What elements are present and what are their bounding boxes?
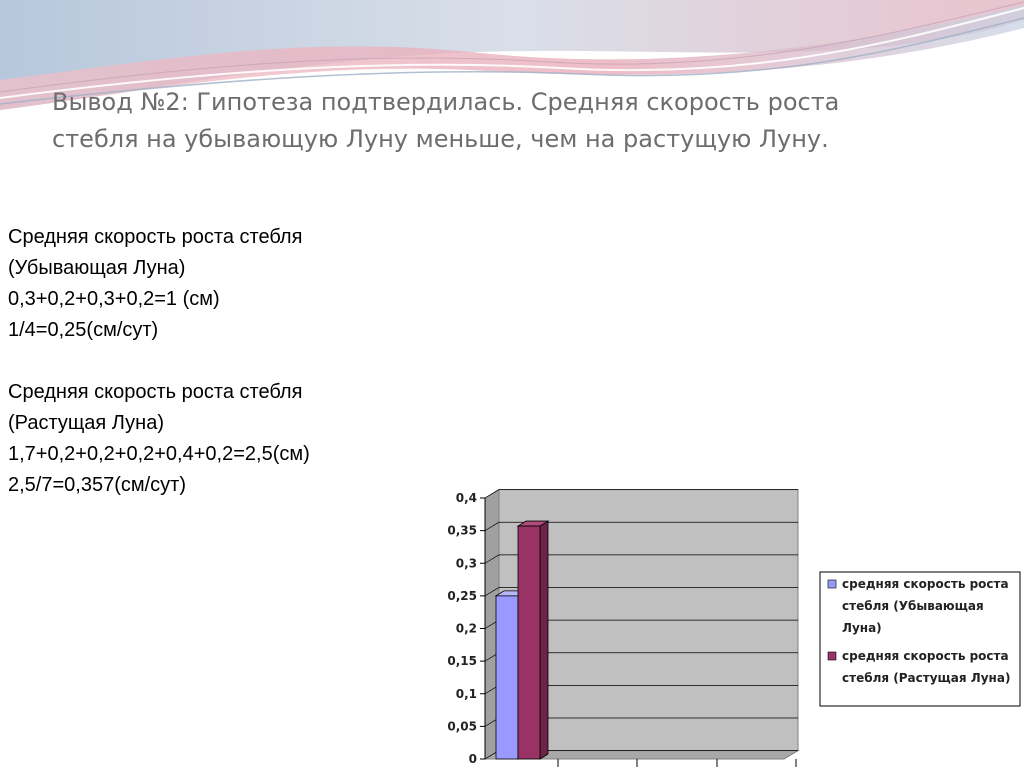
- calc-waning-sum: 0,3+0,2+0,3+0,2=1 (см): [8, 288, 220, 310]
- y-tick-label: 0,4: [456, 491, 477, 505]
- calc-waxing-subheading: (Растущая Луна): [8, 412, 164, 434]
- slide-title-line-1: Вывод №2: Гипотеза подтвердилась. Средня…: [52, 88, 840, 116]
- calc-waning-rate: 1/4=0,25(см/сут): [8, 319, 159, 341]
- legend-swatch: [827, 579, 837, 589]
- legend-label: средняя скорость роста: [842, 649, 1009, 663]
- gridline-side: [484, 587, 500, 597]
- gridline-side: [484, 489, 500, 499]
- y-tick-label: 0,25: [447, 589, 477, 603]
- y-tick-label: 0,1: [456, 687, 477, 701]
- calc-waxing-sum: 1,7+0,2+0,2+0,2+0,4+0,2=2,5(см): [8, 443, 310, 465]
- slide-title-line-2: стебля на убывающую Луну меньше, чем на …: [52, 125, 829, 153]
- calc-waxing-heading: Средняя скорость роста стебля: [8, 381, 303, 403]
- calc-waxing-rate: 2,5/7=0,357(см/сут): [8, 474, 186, 496]
- legend-label: Луна): [842, 621, 882, 635]
- calc-waning-heading: Средняя скорость роста стебля: [8, 226, 303, 248]
- legend-label: стебля (Растущая Луна): [842, 671, 1010, 685]
- y-tick-label: 0,3: [456, 556, 477, 570]
- legend-swatch: [827, 651, 837, 661]
- slide-title: Вывод №2: Гипотеза подтвердилась. Средня…: [52, 84, 992, 158]
- legend-box: [819, 571, 1021, 707]
- y-tick-label: 0,15: [447, 654, 477, 668]
- bar-waxing-moon: [517, 525, 541, 760]
- y-tick-label: 0: [469, 752, 477, 766]
- bar-waning-moon: [495, 595, 519, 760]
- legend-label: стебля (Убывающая: [842, 599, 984, 613]
- gridline-side: [484, 554, 500, 564]
- bar-side: [539, 520, 549, 760]
- growth-rate-bar-chart: 0 0,05 0,1 0,15 0,2 0,25 0,3 0,35 0,4 средняя ско…: [447, 488, 1021, 767]
- decorative-wave-header: [0, 0, 1024, 110]
- calculation-text: Средняя скорость роста стебля (Убывающая…: [8, 222, 428, 501]
- y-tick-label: 0,35: [447, 524, 477, 538]
- y-tick-label: 0,05: [447, 719, 477, 733]
- y-tick-label: 0,2: [456, 622, 477, 636]
- legend-label: средняя скорость роста: [842, 577, 1009, 591]
- calc-waning-subheading: (Убывающая Луна): [8, 257, 186, 279]
- spacer: [8, 346, 428, 377]
- gridline-side: [484, 521, 500, 531]
